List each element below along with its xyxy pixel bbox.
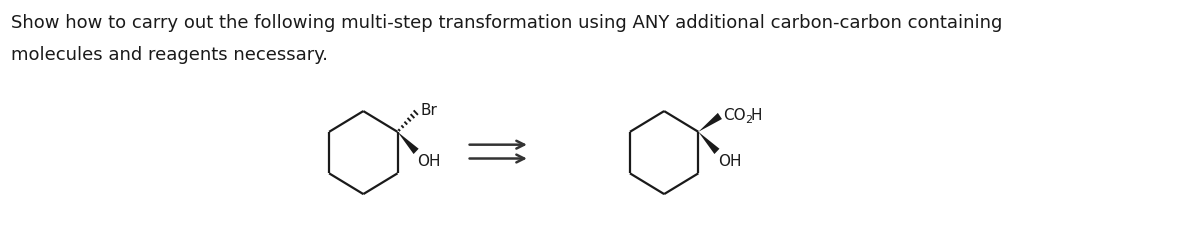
Text: Br: Br (420, 103, 437, 118)
Polygon shape (698, 132, 720, 154)
Polygon shape (698, 113, 722, 132)
Text: CO: CO (722, 108, 745, 123)
Text: OH: OH (418, 154, 440, 169)
Text: molecules and reagents necessary.: molecules and reagents necessary. (11, 46, 328, 64)
Text: OH: OH (718, 154, 742, 169)
Text: H: H (750, 108, 762, 123)
Text: Show how to carry out the following multi-step transformation using ANY addition: Show how to carry out the following mult… (11, 14, 1002, 32)
Polygon shape (397, 132, 419, 154)
Text: 2: 2 (745, 115, 752, 125)
